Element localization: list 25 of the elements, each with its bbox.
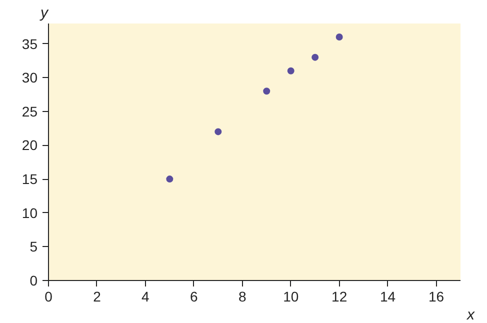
x-tick-label: 0 <box>44 288 53 304</box>
y-tick-label: 15 <box>22 171 38 188</box>
x-tick-label: 12 <box>332 288 348 304</box>
point <box>263 88 270 95</box>
x-tick-label: 8 <box>238 288 246 304</box>
y-axis-title: y <box>40 4 50 22</box>
y-tick-label: 30 <box>22 70 38 86</box>
x-tick-label: 16 <box>428 288 444 304</box>
y-tick-label: 10 <box>22 204 38 221</box>
x-tick-label: 14 <box>380 288 396 304</box>
point <box>336 34 343 41</box>
point <box>166 176 174 183</box>
y-tick-label: 20 <box>22 137 38 154</box>
x-tick-label: 4 <box>142 288 150 304</box>
y-tick-label: 35 <box>22 36 38 52</box>
y-tick-label: 0 <box>30 272 38 288</box>
x-tick-label: 6 <box>190 288 198 304</box>
x-tick-label: 10 <box>283 288 299 304</box>
x-tick-label: 2 <box>93 288 102 304</box>
point <box>287 67 294 74</box>
point <box>312 54 319 61</box>
x-axis-title: x <box>466 306 475 323</box>
y-tick-label: 5 <box>30 238 38 255</box>
point <box>214 128 222 136</box>
y-tick-label: 25 <box>22 103 38 120</box>
